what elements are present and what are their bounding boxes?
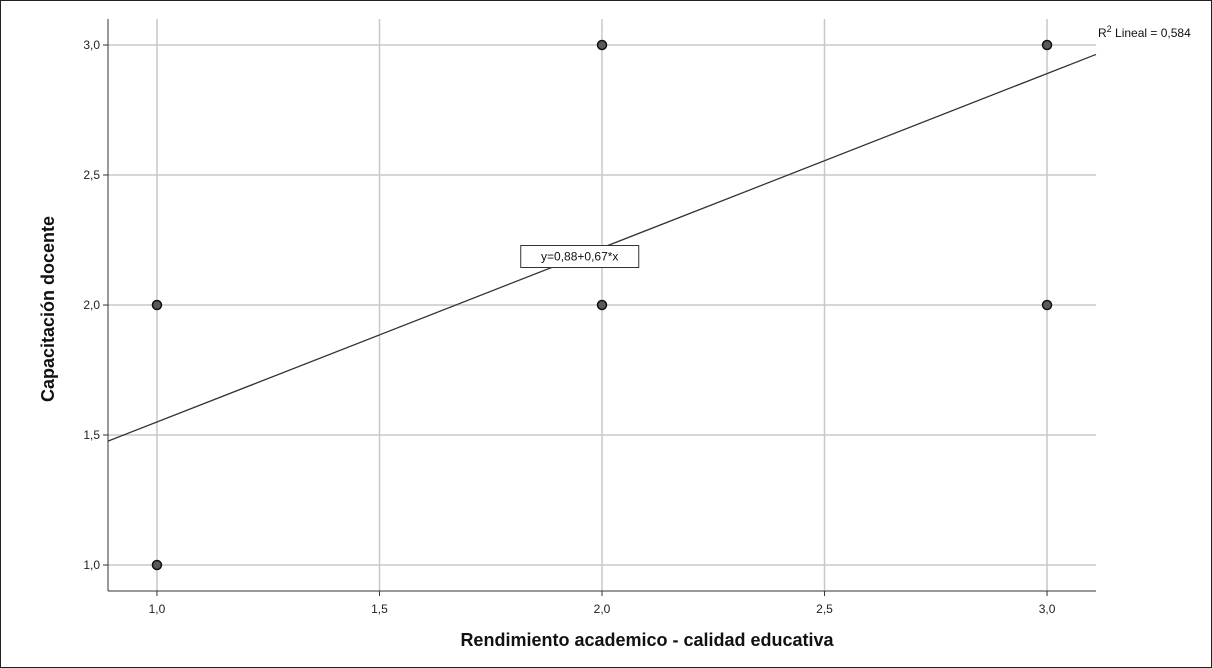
r2-value: Lineal = 0,584	[1112, 26, 1191, 40]
x-tick-label: 2,0	[594, 602, 611, 616]
x-tick-label: 1,5	[371, 602, 388, 616]
data-point	[151, 299, 163, 311]
y-tick-label: 1,0	[83, 558, 100, 572]
y-tick-label: 3,0	[83, 38, 100, 52]
y-axis-title: Capacitación docente	[38, 216, 58, 402]
data-point	[151, 559, 163, 571]
data-point	[596, 299, 608, 311]
data-point	[1041, 299, 1053, 311]
y-tick-labels: 1,0 1,5 2,0 2,5 3,0	[83, 38, 100, 572]
axes	[103, 19, 1096, 596]
equation-label: y=0,88+0,67*x	[541, 250, 618, 264]
x-axis-title: Rendimiento academico - calidad educativ…	[460, 630, 834, 650]
equation-label-border	[520, 245, 640, 269]
y-tick-label: 2,0	[83, 298, 100, 312]
x-tick-labels: 1,0 1,5 2,0 2,5 3,0	[149, 602, 1056, 616]
x-tick-label: 2,5	[816, 602, 833, 616]
data-points	[151, 39, 1053, 571]
equation-label-box: y=0,88+0,67*x	[520, 245, 640, 269]
data-point	[596, 39, 608, 51]
x-tick-label: 3,0	[1039, 602, 1056, 616]
data-point	[1041, 39, 1053, 51]
x-tick-label: 1,0	[149, 602, 166, 616]
r2-superscript: 2	[1107, 24, 1112, 34]
y-tick-label: 1,5	[83, 428, 100, 442]
r2-prefix: R	[1098, 26, 1107, 40]
r2-label: R2 Lineal = 0,584	[1098, 24, 1191, 40]
y-tick-label: 2,5	[83, 168, 100, 182]
